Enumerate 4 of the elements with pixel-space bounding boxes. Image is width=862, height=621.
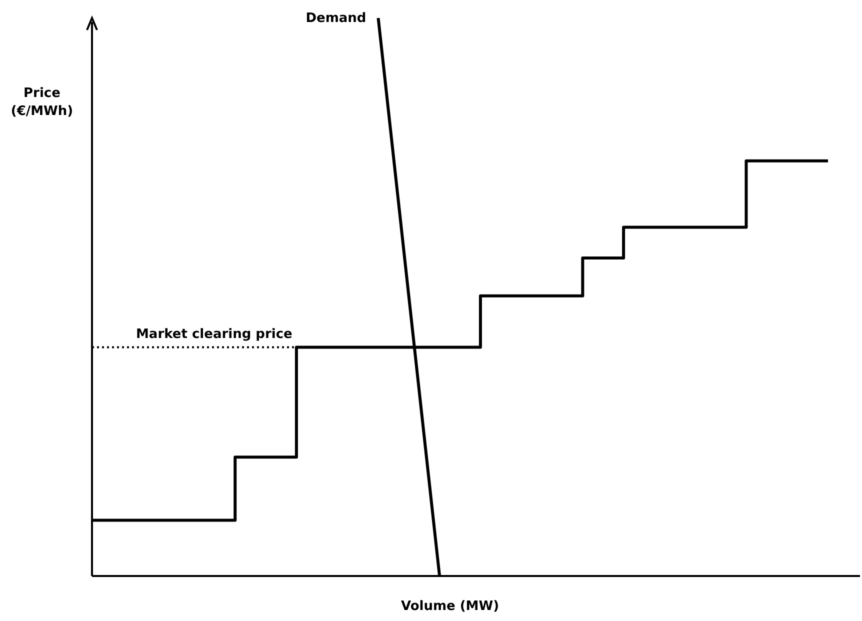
y-axis-title: Price (€/MWh): [10, 86, 74, 119]
x-axis-title: Volume (MW): [400, 599, 500, 614]
series-label: Demand: [306, 11, 366, 26]
ref-line-label: Market clearing price: [136, 327, 293, 342]
